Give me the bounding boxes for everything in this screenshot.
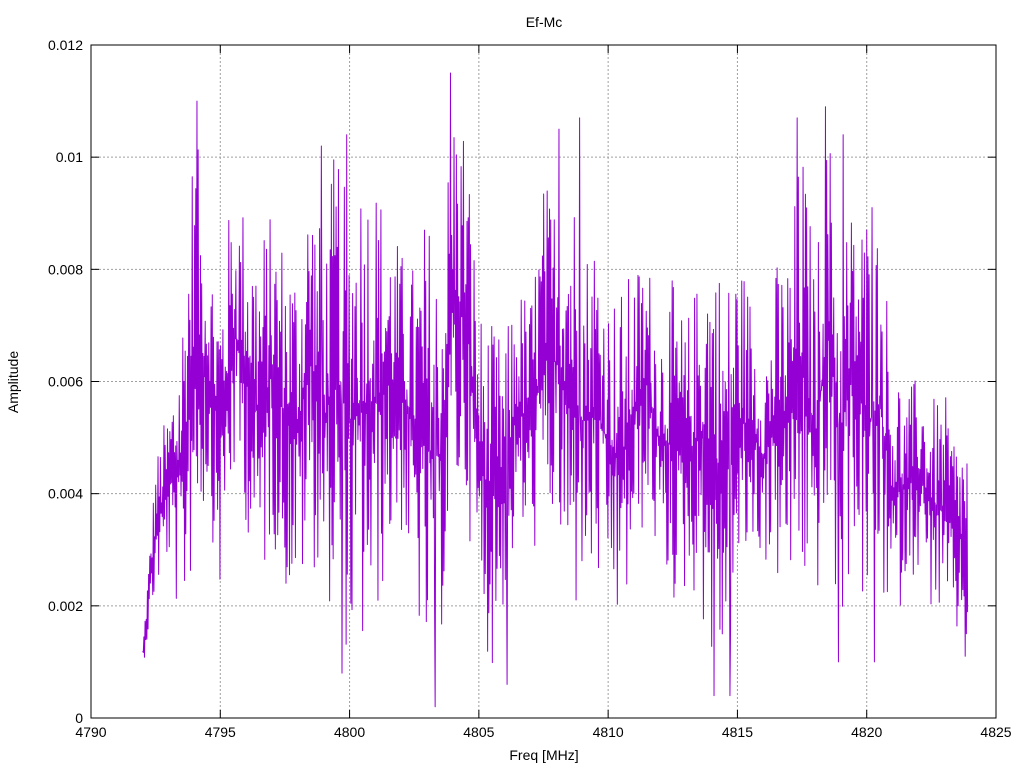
x-tick-label: 4815 — [722, 724, 753, 740]
x-tick-label: 4810 — [593, 724, 624, 740]
y-tick-label: 0.012 — [48, 37, 83, 53]
x-tick-label: 4790 — [75, 724, 106, 740]
y-tick-label: 0.01 — [56, 149, 83, 165]
amplitude-series-line — [142, 72, 969, 708]
series-layer — [142, 72, 969, 708]
x-tick-label: 4795 — [205, 724, 236, 740]
y-tick-label: 0.004 — [48, 486, 83, 502]
x-tick-label: 4825 — [980, 724, 1011, 740]
y-tick-label: 0.002 — [48, 598, 83, 614]
y-tick-label: 0 — [75, 710, 83, 726]
y-tick-label: 0.006 — [48, 374, 83, 390]
y-tick-label: 0.008 — [48, 261, 83, 277]
x-tick-label: 4800 — [334, 724, 365, 740]
chart-title: Ef-Mc — [526, 14, 563, 30]
x-tick-label: 4820 — [851, 724, 882, 740]
ticks: 4790 4795 4800 4805 4810 4815 4820 4825 0 0.002 0.… — [48, 37, 1012, 740]
x-axis-label: Freq [MHz] — [509, 747, 578, 763]
y-axis-label: Amplitude — [5, 351, 21, 413]
x-tick-label: 4805 — [463, 724, 494, 740]
